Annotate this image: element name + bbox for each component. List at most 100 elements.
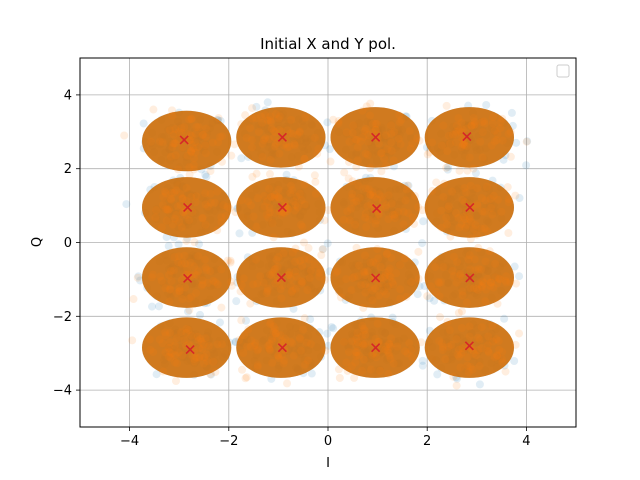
noise-point: [495, 345, 504, 354]
noise-point: [296, 256, 305, 265]
noise-point: [405, 339, 414, 348]
noise-point: [385, 339, 394, 348]
noise-point: [165, 126, 174, 135]
noise-point: [277, 210, 286, 219]
noise-point: [489, 112, 498, 121]
noise-point: [263, 287, 272, 296]
noise-point: [171, 151, 180, 160]
noise-point: [170, 188, 179, 197]
marker-stroke: [277, 132, 287, 142]
noise-point: [329, 115, 338, 124]
noise-point: [477, 323, 486, 332]
noise-point: [268, 335, 277, 344]
noise-point: [187, 331, 196, 340]
noise-point: [246, 342, 255, 351]
noise-point: [166, 194, 175, 203]
noise-point: [270, 142, 279, 151]
noise-point: [167, 277, 176, 286]
noise-point: [450, 271, 459, 280]
noise-point: [473, 184, 482, 193]
noise-point: [460, 215, 469, 224]
noise-point: [133, 273, 142, 282]
noise-point: [414, 247, 423, 256]
noise-point: [226, 258, 235, 267]
noise-point: [192, 122, 201, 131]
noise-point: [295, 333, 304, 342]
constellation-marker: [465, 273, 475, 283]
noise-point: [396, 294, 405, 303]
noise-point: [201, 124, 210, 133]
noise-point: [185, 294, 194, 303]
noise-point: [170, 252, 179, 261]
noise-point: [191, 138, 200, 147]
noise-point: [275, 207, 284, 216]
noise-point: [279, 249, 288, 258]
noise-point: [266, 117, 275, 126]
noise-point: [178, 194, 187, 203]
noise-point: [460, 141, 469, 150]
noise-point: [227, 277, 236, 286]
noise-point: [479, 278, 488, 287]
noise-point: [270, 324, 279, 333]
noise-point: [201, 200, 210, 209]
noise-point: [296, 346, 305, 355]
noise-point: [310, 171, 319, 180]
noise-point: [156, 272, 165, 281]
noise-point: [182, 211, 191, 220]
noise-point: [198, 213, 207, 222]
noise-point: [265, 345, 274, 354]
noise-point: [274, 114, 283, 123]
noise-point: [161, 284, 170, 293]
noise-point: [370, 204, 379, 213]
noise-point: [265, 339, 274, 348]
noise-point: [246, 124, 255, 133]
noise-point: [274, 354, 283, 363]
noise-point: [383, 145, 392, 154]
noise-point: [311, 177, 320, 186]
noise-point: [236, 287, 245, 296]
noise-point: [300, 180, 309, 189]
noise-point: [321, 346, 330, 355]
noise-point: [281, 334, 290, 343]
noise-point: [389, 280, 398, 289]
noise-point: [363, 151, 372, 160]
noise-point: [190, 262, 199, 271]
noise-point: [282, 139, 291, 148]
noise-point: [155, 137, 164, 146]
noise-point: [396, 140, 405, 149]
noise-point: [286, 337, 295, 346]
noise-point: [248, 104, 257, 113]
noise-point: [469, 224, 478, 233]
noise-point: [500, 314, 509, 323]
noise-point: [399, 220, 408, 229]
noise-point: [297, 279, 306, 288]
noise-point: [297, 277, 306, 286]
noise-point: [187, 146, 196, 155]
noise-point: [305, 273, 314, 282]
noise-point: [271, 279, 280, 288]
noise-point: [343, 366, 352, 375]
noise-point: [268, 337, 277, 346]
noise-point: [215, 318, 224, 327]
noise-point: [365, 215, 374, 224]
noise-point: [192, 288, 201, 297]
noise-point: [237, 196, 246, 205]
noise-point: [364, 130, 373, 139]
noise-point: [265, 270, 274, 279]
noise-point: [371, 125, 380, 134]
noise-point: [423, 292, 432, 301]
noise-point: [522, 137, 531, 146]
noise-point: [465, 214, 474, 223]
noise-point: [323, 239, 332, 248]
noise-point: [468, 365, 477, 374]
noise-point: [253, 346, 262, 355]
noise-point: [389, 359, 398, 368]
noise-point: [427, 138, 436, 147]
noise-point: [295, 189, 304, 198]
noise-point: [494, 274, 503, 283]
noise-point: [188, 351, 197, 360]
noise-point: [324, 206, 333, 215]
noise-point: [183, 307, 192, 316]
constellation-marker: [276, 272, 286, 283]
noise-point: [192, 271, 201, 280]
